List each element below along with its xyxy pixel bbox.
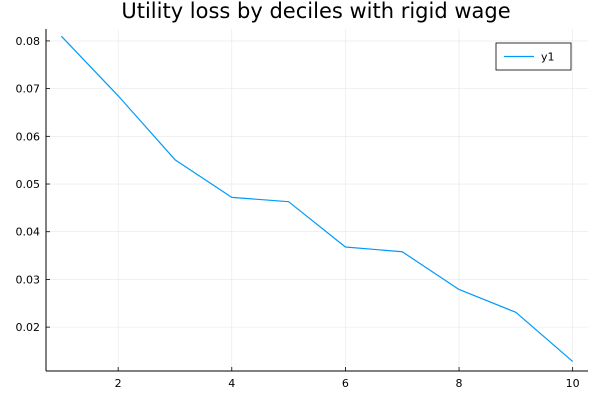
y-tick-label: 0.02 <box>16 321 41 334</box>
y-tick-label: 0.05 <box>16 178 41 191</box>
chart-title: Utility loss by deciles with rigid wage <box>121 0 510 23</box>
axes <box>46 29 588 371</box>
y-tick-label: 0.06 <box>16 130 41 143</box>
y-tick-label: 0.04 <box>16 226 41 239</box>
y-tick-label: 0.08 <box>16 35 41 48</box>
x-tick-label: 10 <box>566 377 580 390</box>
y-tick-label: 0.03 <box>16 273 41 286</box>
y-tick-label: 0.07 <box>16 83 41 96</box>
legend: y1 <box>496 43 571 70</box>
x-tick-label: 6 <box>342 377 349 390</box>
x-tick-label: 4 <box>228 377 235 390</box>
grid-lines <box>46 29 588 371</box>
legend-label: y1 <box>541 51 555 64</box>
series-lines <box>61 36 572 361</box>
tick-labels: 2 4 6 8 10 0.02 0.03 0.04 0.05 0.06 0.07 0.08 <box>16 35 580 390</box>
x-tick-label: 2 <box>115 377 122 390</box>
x-tick-label: 8 <box>456 377 463 390</box>
series-line-y1 <box>61 36 572 361</box>
